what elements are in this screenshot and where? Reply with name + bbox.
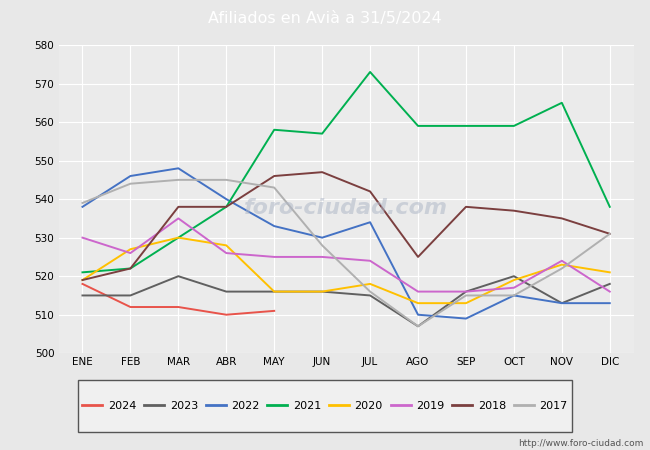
Text: http://www.foro-ciudad.com: http://www.foro-ciudad.com bbox=[518, 439, 644, 448]
Text: Afiliados en Avià a 31/5/2024: Afiliados en Avià a 31/5/2024 bbox=[208, 11, 442, 26]
Legend: 2024, 2023, 2022, 2021, 2020, 2019, 2018, 2017: 2024, 2023, 2022, 2021, 2020, 2019, 2018… bbox=[79, 398, 571, 414]
Text: foro-ciudad.com: foro-ciudad.com bbox=[244, 198, 448, 218]
FancyBboxPatch shape bbox=[78, 380, 572, 432]
